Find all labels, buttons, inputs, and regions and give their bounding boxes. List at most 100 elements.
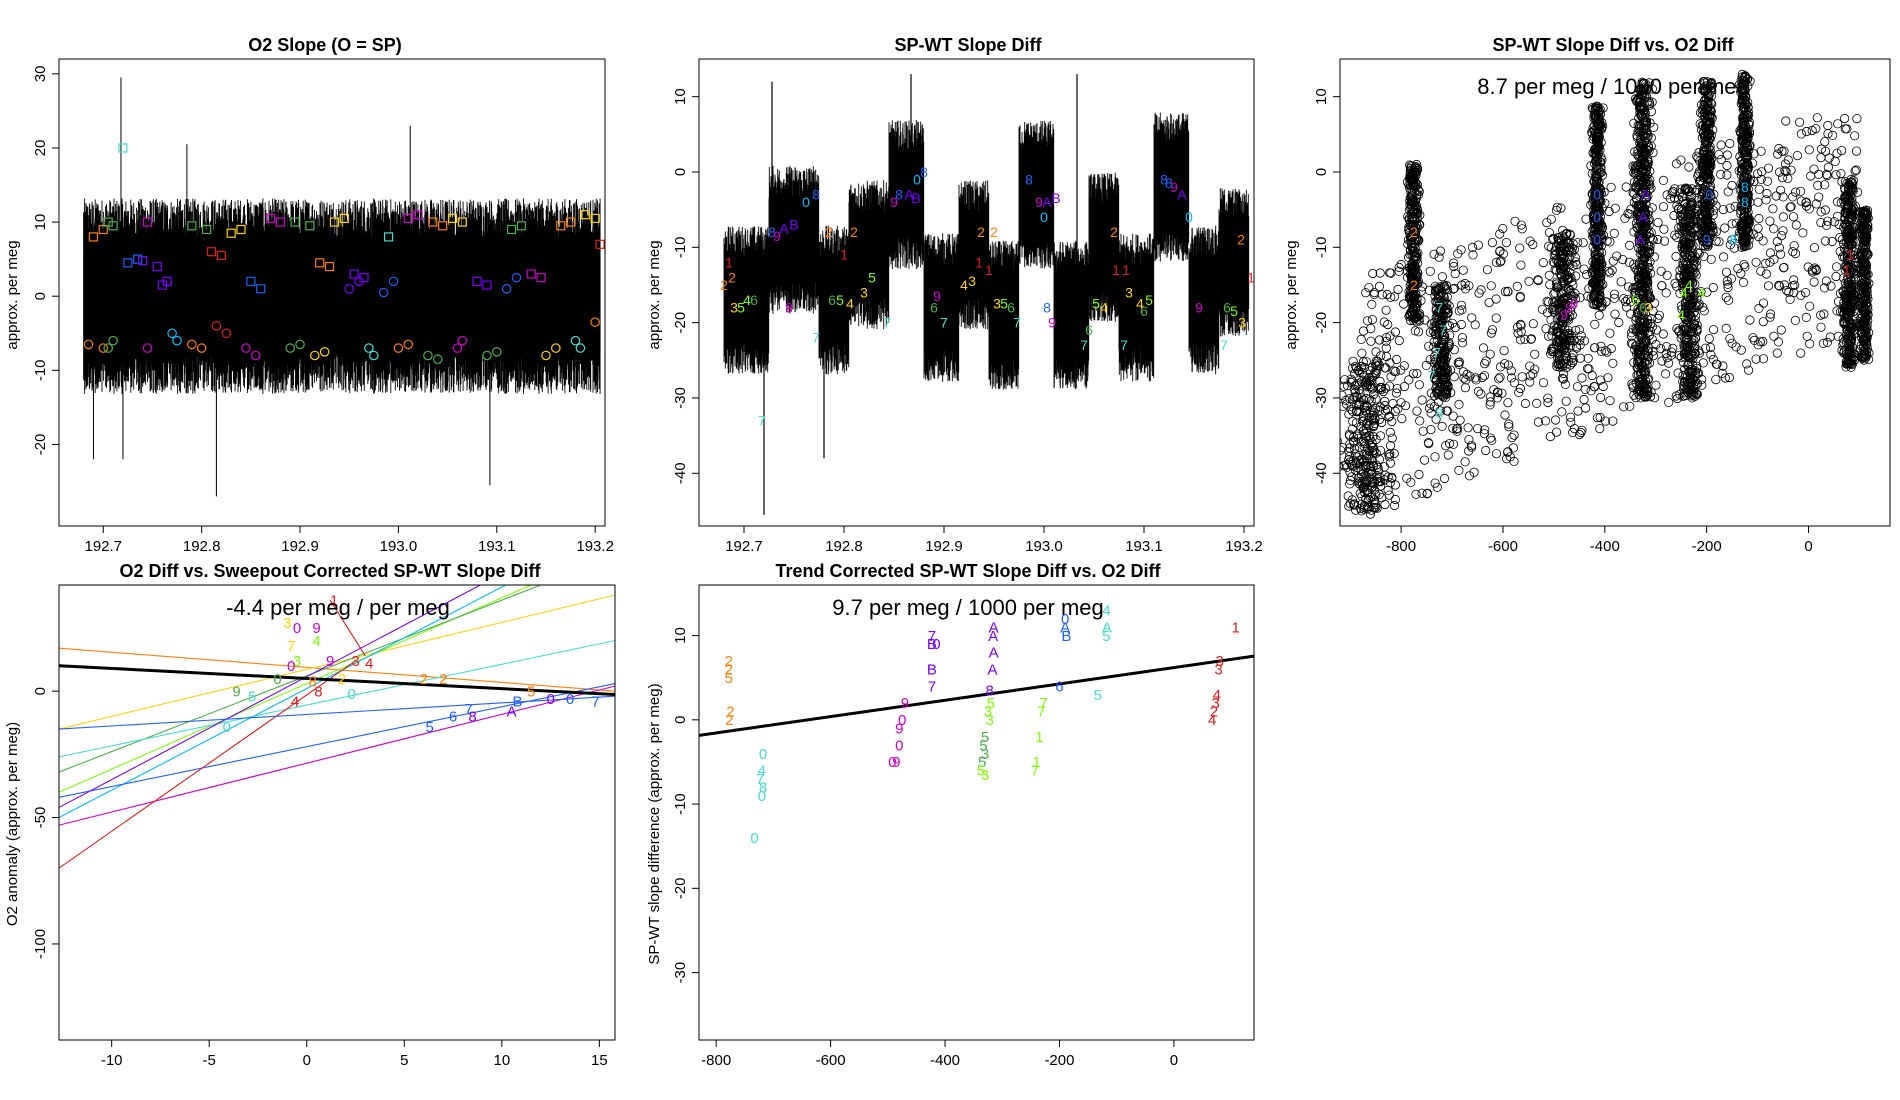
circle-marker: [187, 339, 197, 350]
point-label: 4: [1136, 296, 1144, 312]
scatter-point: [1605, 268, 1615, 278]
point-label: 0: [347, 686, 355, 703]
scatter-point: [1571, 271, 1581, 281]
scatter-point: [1594, 126, 1604, 136]
scatter-point: [1677, 211, 1687, 221]
scatter-point: [1583, 353, 1593, 363]
circle-marker: [501, 283, 512, 294]
scatter-point: [1590, 147, 1600, 158]
scatter-point: [1564, 335, 1575, 345]
point-label: 4: [1677, 307, 1685, 323]
y-tick-label: 30: [32, 65, 49, 82]
scatter-point: [1484, 297, 1494, 308]
scatter-point: [1487, 435, 1497, 445]
point-label: 1: [1247, 269, 1255, 285]
y-tick-label: -30: [672, 387, 689, 409]
scatter-point: [1637, 309, 1647, 319]
scatter-point: [1678, 214, 1688, 224]
scatter-point: [1653, 218, 1663, 228]
scatter-point: [1560, 251, 1570, 261]
scatter-point: [1812, 113, 1822, 123]
scatter-point: [1561, 396, 1571, 406]
scatter-point: [1658, 202, 1669, 212]
scatter-point: [1644, 78, 1654, 88]
y-tick-label: -20: [672, 312, 689, 334]
scatter-point: [1637, 139, 1647, 149]
point-label: 7: [1435, 299, 1443, 315]
scatter-point: [1641, 133, 1651, 143]
x-tick-label: 0: [303, 1052, 311, 1069]
scatter-point: [1411, 251, 1421, 261]
scatter-point: [1463, 423, 1473, 433]
scatter-point: [1554, 355, 1564, 365]
scatter-point: [1635, 368, 1646, 378]
scatter-point: [1720, 223, 1730, 233]
point-label: 4: [1208, 712, 1216, 729]
scatter-point: [1482, 265, 1493, 275]
scatter-point: [1590, 343, 1600, 353]
scatter-point: [1753, 197, 1763, 207]
point-label: 0: [273, 671, 281, 688]
x-tick-label: -800: [1386, 538, 1416, 555]
y-tick-label: 20: [32, 140, 49, 157]
point-label: 3: [968, 273, 976, 289]
plot-frame: [58, 58, 606, 527]
scatter-point: [1789, 241, 1799, 251]
scatter-point: [1684, 310, 1694, 320]
scatter-point: [1590, 285, 1601, 296]
scatter-point: [1608, 358, 1618, 368]
scatter-point: [1654, 310, 1665, 320]
scatter-point: [1592, 235, 1602, 245]
scatter-point: [1629, 168, 1639, 178]
scatter-point: [1554, 238, 1564, 248]
scatter-point: [1697, 380, 1707, 390]
circle-marker: [491, 347, 502, 357]
scatter-point: [1631, 218, 1642, 228]
scatter-point: [1449, 372, 1459, 382]
point-label: 6: [1055, 678, 1063, 695]
scatter-point: [1367, 299, 1377, 309]
scatter-point: [1661, 369, 1671, 379]
scatter-point: [1683, 350, 1693, 360]
scatter-point: [1525, 361, 1535, 371]
scatter-point: [1730, 201, 1740, 211]
scatter-point: [1679, 281, 1689, 291]
scatter-point: [1800, 287, 1811, 298]
scatter-point: [1791, 220, 1801, 230]
y-tick-label: 0: [1313, 168, 1330, 176]
scatter-point: [1457, 332, 1468, 343]
scatter-point: [1412, 165, 1422, 175]
scatter-point: [1689, 215, 1699, 225]
panel-title: O2 Diff vs. Sweepout Corrected SP-WT Slo…: [119, 561, 541, 581]
scatter-point: [1709, 324, 1719, 335]
scatter-point: [1802, 126, 1812, 137]
scatter-point: [1816, 153, 1826, 163]
scatter-point: [1763, 281, 1774, 291]
circle-marker: [142, 343, 153, 353]
group-fit-line: [59, 660, 356, 869]
scatter-point: [1647, 97, 1657, 107]
scatter-point: [1641, 273, 1651, 283]
scatter-point: [1579, 264, 1589, 274]
circle-marker: [570, 335, 581, 346]
square-marker: [349, 269, 359, 279]
scatter-point: [1377, 290, 1387, 300]
scatter-point: [1636, 87, 1646, 97]
scatter-point: [1629, 118, 1639, 128]
scatter-point: [1565, 289, 1575, 299]
data-trace: [83, 198, 601, 394]
scatter-point: [1658, 175, 1669, 185]
circle-marker: [378, 287, 389, 298]
circle-marker: [344, 283, 355, 294]
scatter-point: [1509, 378, 1520, 388]
scatter-point: [1686, 315, 1696, 325]
scatter-point: [1408, 196, 1418, 206]
circle-marker: [285, 343, 295, 353]
x-tick-label: 0: [1804, 538, 1812, 555]
scatter-point: [1725, 138, 1735, 149]
scatter-point: [1410, 223, 1420, 233]
y-tick-label: -10: [1313, 236, 1330, 258]
scatter-point: [1344, 501, 1354, 511]
scatter-point: [1833, 296, 1844, 307]
scatter-point: [1639, 146, 1649, 156]
